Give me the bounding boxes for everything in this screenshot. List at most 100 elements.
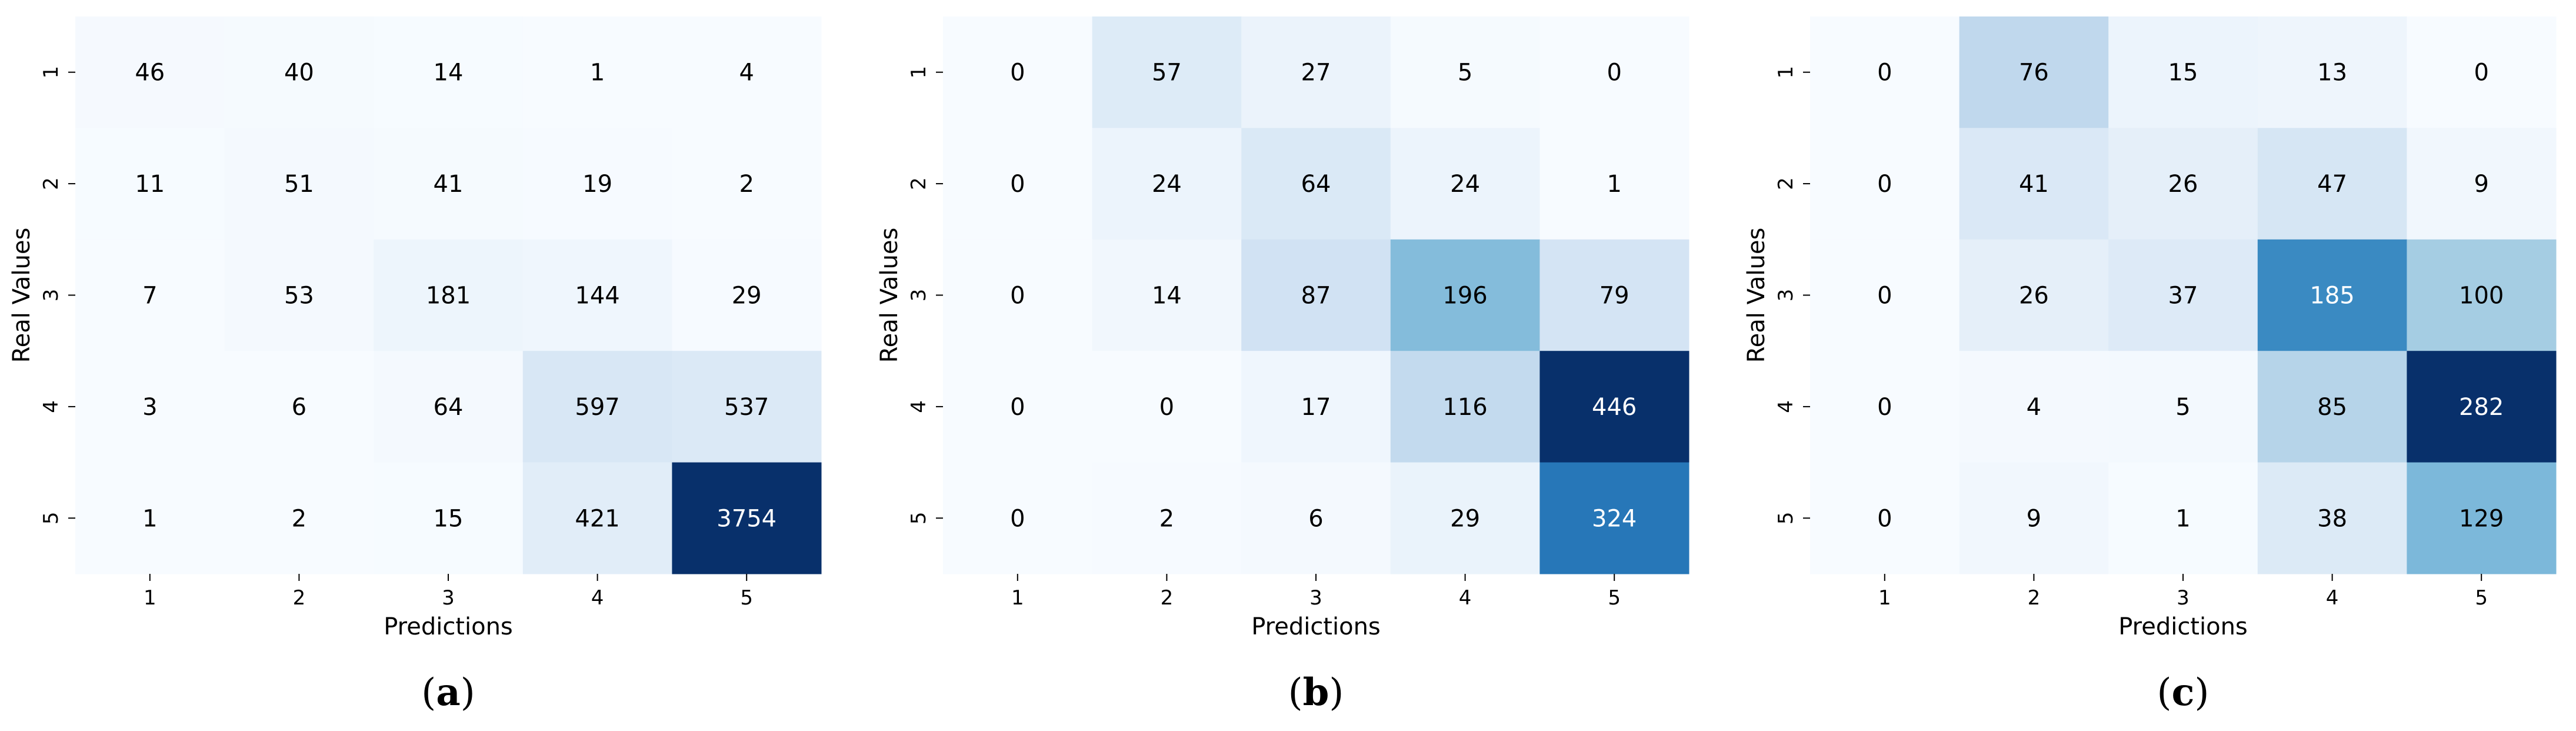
cell-value-label: 0 [1010,59,1025,87]
cell-value-label: 0 [2474,59,2488,87]
cell-value-label: 27 [1301,59,1331,87]
heatmap-cell [1959,128,2109,240]
y-tick-label: 4 [39,400,63,413]
heatmap-cell [2108,16,2258,128]
cell-value-label: 3 [142,394,157,421]
heatmap-cell [2407,16,2557,128]
x-tick-label: 3 [1309,586,1322,610]
x-tick-label: 5 [2475,586,2488,610]
cell-value-label: 41 [2019,171,2049,198]
cell-value-label: 537 [724,394,769,421]
heatmap-cell [1092,128,1242,240]
cell-value-label: 19 [582,171,612,198]
y-axis-title: Real Values [8,228,35,363]
cell-value-label: 85 [2317,394,2347,421]
heatmap-cell [224,16,374,128]
cell-value-label: 282 [2459,394,2504,421]
cell-value-label: 129 [2459,505,2504,532]
cell-value-label: 0 [1607,59,1621,87]
cell-value-label: 185 [2310,283,2354,310]
x-tick-label: 1 [144,586,156,610]
y-tick-label: 2 [907,177,931,190]
y-tick-label: 2 [1774,177,1798,190]
heatmap-cell [943,351,1093,463]
heatmap-cell [1959,351,2109,463]
heatmap-cell [522,128,672,240]
cell-value-label: 421 [575,505,619,532]
heatmap-cell [1539,239,1689,351]
y-tick-label: 3 [907,289,931,302]
cell-value-label: 1 [2175,505,2190,532]
heatmap-cell [1810,351,1960,463]
y-tick-label: 4 [907,400,931,413]
cell-value-label: 64 [434,394,464,421]
heatmap-cell [1390,239,1540,351]
cell-value-label: 196 [1442,283,1487,310]
panel-caption-letter: c [2172,670,2195,715]
heatmap-cell [2108,351,2258,463]
heatmap-cell [224,351,374,463]
heatmap-cell [1092,462,1242,574]
cell-value-label: 15 [434,505,464,532]
y-tick-label: 1 [907,66,931,79]
cell-value-label: 7 [142,283,157,310]
cell-value-label: 1 [142,505,157,532]
cell-value-label: 0 [1877,505,1892,532]
heatmap-cell [522,351,672,463]
cell-value-label: 1 [1607,171,1621,198]
cell-value-label: 0 [1877,283,1892,310]
cell-value-label: 40 [284,59,314,87]
heatmap-cell [1539,128,1689,240]
heatmap-cell [75,128,225,240]
cell-value-label: 0 [1010,283,1025,310]
heatmap-cell [943,128,1093,240]
cell-value-label: 0 [1877,171,1892,198]
cell-value-label: 2 [292,505,306,532]
heatmap-cell [2108,128,2258,240]
heatmap-cell [943,239,1093,351]
heatmap-cell [374,16,524,128]
panel-caption: (c) [2157,670,2210,715]
heatmap-cell [1810,16,1960,128]
heatmap-cell [374,128,524,240]
heatmap-cell [1959,462,2109,574]
y-tick-label: 3 [1774,289,1798,302]
y-tick-label: 3 [39,289,63,302]
heatmap-cell [2108,239,2258,351]
heatmap-cell [672,239,822,351]
heatmap-cell [522,239,672,351]
cell-value-label: 38 [2317,505,2347,532]
cell-value-label: 9 [2027,505,2041,532]
heatmap-cell [2257,462,2407,574]
heatmap-cell [2407,351,2557,463]
cell-value-label: 3754 [717,505,777,532]
cell-value-label: 51 [284,171,314,198]
cell-value-label: 324 [1592,505,1637,532]
x-tick-label: 3 [2177,586,2190,610]
heatmap-cell [2407,128,2557,240]
cell-value-label: 15 [2168,59,2198,87]
heatmap-cell [1241,462,1391,574]
heatmap-cell [224,239,374,351]
heatmap-cell [1810,128,1960,240]
x-tick-label: 1 [1878,586,1891,610]
heatmap-cell [1241,239,1391,351]
heatmap-cell [2257,351,2407,463]
cell-value-label: 24 [1152,171,1182,198]
heatmap-cell [75,462,225,574]
y-tick-label: 1 [39,66,63,79]
cell-value-label: 4 [739,59,754,87]
x-tick-label: 4 [2326,586,2339,610]
cell-value-label: 100 [2459,283,2504,310]
cell-value-label: 47 [2317,171,2347,198]
cell-value-label: 0 [1010,171,1025,198]
cell-value-label: 597 [575,394,619,421]
heatmap-cell [1092,239,1242,351]
heatmap-cell [943,462,1093,574]
cell-value-label: 87 [1301,283,1331,310]
x-tick-label: 1 [1011,586,1024,610]
x-axis-title: Predictions [1251,613,1381,640]
y-tick-label: 1 [1774,66,1798,79]
heatmap-cell [374,351,524,463]
heatmap-cell [943,16,1093,128]
